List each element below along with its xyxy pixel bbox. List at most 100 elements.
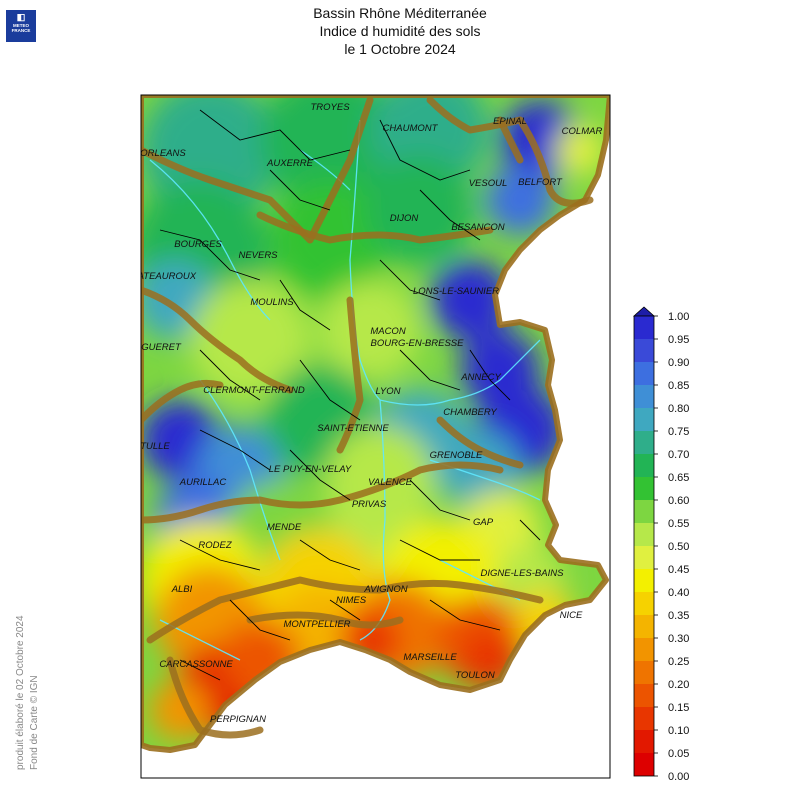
city-label: LYON — [376, 386, 401, 397]
basin-border — [141, 286, 294, 394]
river — [149, 159, 271, 321]
city-label: ORLEANS — [140, 148, 186, 159]
city-label: MENDE — [267, 522, 302, 533]
city-label: DIJON — [390, 213, 419, 224]
legend: 1.00 0.95 0.90 0.85 0.80 0.75 0.70 0.65 0.60 0.55… — [632, 306, 689, 783]
basin-border — [426, 96, 594, 207]
credits: produit élaboré le 02 Octobre 2024 Fond … — [14, 590, 40, 770]
legend-swatch — [634, 546, 654, 569]
city-label: TROYES — [310, 102, 350, 113]
city-label: BOURG-EN-BRESSE — [371, 338, 465, 349]
city-label: ALBI — [171, 584, 193, 595]
legend-swatch — [634, 753, 654, 776]
legend-swatch — [634, 615, 654, 638]
legend-tick-label: 0.05 — [668, 748, 689, 760]
city-label: BELFORT — [518, 177, 563, 188]
city-label: BESANCON — [451, 222, 504, 233]
ign-credit: Fond de Carte © IGN — [29, 675, 40, 770]
city-label: MOULINS — [250, 297, 294, 308]
legend-tick-label: 0.45 — [668, 564, 689, 576]
river — [199, 379, 281, 561]
department-border — [289, 449, 351, 501]
city-label: GUERET — [141, 342, 182, 353]
city-label: AVIGNON — [363, 584, 407, 595]
city-label: TOULON — [455, 670, 495, 681]
legend-tick-label: 0.75 — [668, 426, 689, 438]
legend-swatch — [634, 661, 654, 684]
legend-tick-label: 0.30 — [668, 633, 689, 645]
logo-symbol-icon: ◧ — [16, 12, 26, 22]
city-label: EPINAL — [493, 116, 527, 127]
city-label: NIMES — [336, 595, 367, 606]
basin-border — [146, 576, 544, 644]
department-border — [299, 539, 361, 571]
department-border — [419, 189, 481, 241]
legend-tick-label: 0.55 — [668, 518, 689, 530]
legend-tick-label: 0.50 — [668, 541, 689, 553]
basin-border — [336, 296, 364, 454]
legend-tick-label: 0.20 — [668, 679, 689, 691]
moisture-patch — [365, 155, 475, 265]
legend-tick-label: 0.35 — [668, 610, 689, 622]
legend-tick-label: 0.40 — [668, 587, 689, 599]
department-border — [299, 359, 361, 421]
moisture-patch — [555, 125, 605, 175]
legend-swatch — [634, 454, 654, 477]
city-label: VESOUL — [469, 178, 508, 189]
logo-text: METEO FRANCE — [11, 23, 31, 33]
map-title-index: Indice d humidité des sols — [319, 23, 481, 39]
map-title-date: le 1 Octobre 2024 — [344, 41, 456, 57]
city-label: MONTPELLIER — [283, 619, 350, 630]
legend-swatch — [634, 362, 654, 385]
department-border — [179, 659, 221, 681]
city-label: LONS-LE-SAUNIER — [413, 286, 499, 297]
department-border — [469, 349, 511, 401]
legend-tick-label: 0.25 — [668, 656, 689, 668]
city-label: TULLE — [140, 441, 170, 452]
legend-swatch — [634, 500, 654, 523]
moisture-patch — [430, 260, 510, 340]
legend-swatch — [634, 592, 654, 615]
moisture-patch — [485, 165, 555, 235]
department-border — [229, 599, 291, 641]
department-border — [179, 539, 261, 571]
city-label: GRENOBLE — [430, 450, 483, 461]
legend-swatch — [634, 431, 654, 454]
basin-border — [256, 211, 494, 244]
department-border — [429, 599, 501, 631]
city-label: PRIVAS — [352, 499, 387, 510]
department-border — [399, 539, 480, 561]
department-border — [269, 169, 331, 211]
city-label: CHAMBERY — [443, 407, 497, 418]
city-label: ANNECY — [460, 372, 501, 383]
basin-border — [496, 116, 524, 164]
city-label: RODEZ — [198, 540, 232, 551]
legend-tick-label: 0.85 — [668, 380, 689, 392]
legend-swatch — [634, 408, 654, 431]
city-label: CHATEAUROUX — [124, 271, 197, 282]
department-border — [329, 599, 361, 621]
legend-swatch — [634, 707, 654, 730]
river — [159, 619, 241, 661]
legend-tick-label: 0.00 — [668, 771, 689, 783]
river — [349, 119, 391, 641]
basin-border — [246, 611, 404, 629]
moisture-patch — [320, 280, 420, 380]
city-label: BOURGES — [174, 239, 222, 250]
city-label: AUXERRE — [266, 158, 314, 169]
legend-tick-label: 0.10 — [668, 725, 689, 737]
legend-tick-label: 0.70 — [668, 449, 689, 461]
legend-tick-label: 0.65 — [668, 472, 689, 484]
legend-tick-label: 0.95 — [668, 334, 689, 346]
legend-swatch — [634, 569, 654, 592]
meteo-france-logo: ◧ METEO FRANCE — [6, 10, 36, 42]
city-label: MARSEILLE — [403, 652, 457, 663]
department-border — [399, 349, 461, 391]
department-border — [519, 519, 541, 541]
department-border — [199, 349, 261, 401]
city-label: LE PUY-EN-VELAY — [269, 464, 352, 475]
basin-border — [436, 416, 524, 469]
legend-swatch — [634, 684, 654, 707]
basin-border — [166, 656, 264, 739]
